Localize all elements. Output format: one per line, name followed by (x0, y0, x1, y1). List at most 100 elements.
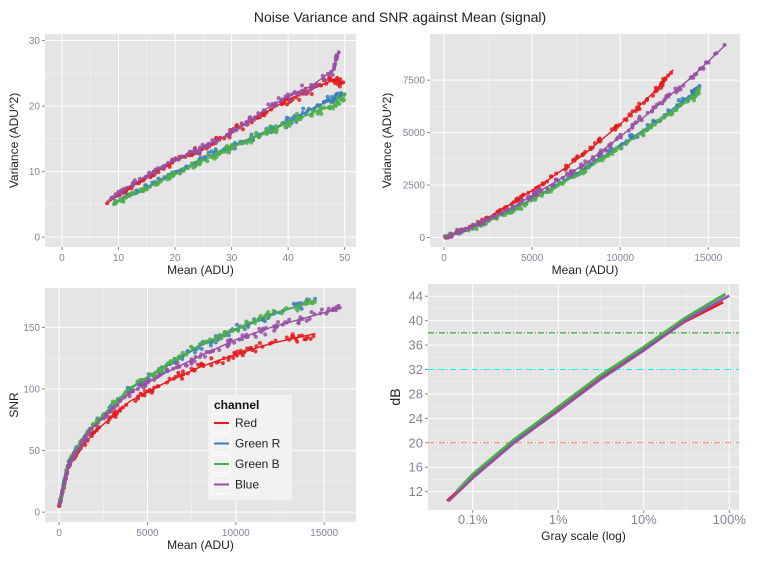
y-tick-label: 16 (409, 460, 423, 475)
data-point (231, 355, 236, 360)
series-line (443, 43, 727, 239)
data-point (231, 142, 236, 147)
data-point (308, 336, 313, 341)
x-tick-label: 30 (226, 253, 238, 264)
data-point (291, 301, 296, 306)
y-tick-label: 50 (29, 446, 41, 457)
data-point (302, 91, 307, 96)
data-point (248, 115, 253, 120)
data-point (132, 178, 137, 183)
x-axis-label: Mean (ADU) (167, 263, 234, 277)
series-line (447, 294, 730, 503)
data-point (283, 125, 288, 130)
data-point (127, 394, 132, 399)
data-point (294, 306, 299, 311)
series-line (58, 307, 343, 507)
data-point (253, 349, 258, 354)
data-point (266, 102, 271, 107)
data-point (307, 297, 312, 302)
x-tick-label: 0.1% (458, 512, 488, 527)
data-point (575, 154, 580, 159)
data-point (232, 340, 237, 345)
data-point (209, 356, 214, 361)
data-point (225, 344, 230, 349)
data-point (202, 354, 207, 359)
legend-title: channel (214, 398, 259, 412)
y-tick-label: 0 (34, 233, 40, 244)
data-point (219, 336, 224, 341)
data-point (307, 316, 312, 321)
data-point (315, 82, 320, 87)
data-point (311, 334, 316, 339)
data-point (184, 363, 189, 368)
data-point (158, 369, 163, 374)
data-point (209, 363, 214, 368)
y-tick-label: 0 (34, 508, 40, 519)
data-point (263, 332, 268, 337)
x-tick-label: 15000 (694, 253, 722, 264)
data-point (206, 152, 211, 157)
data-point (189, 161, 194, 166)
data-point (676, 98, 681, 103)
data-point (257, 340, 262, 345)
y-tick-label: 36 (409, 338, 423, 353)
data-point (287, 317, 292, 322)
data-point (585, 163, 590, 168)
data-point (271, 308, 276, 313)
data-point (637, 107, 642, 112)
data-point (284, 115, 289, 120)
data-point (226, 357, 231, 362)
x-axis-label: Gray scale (log) (541, 529, 626, 543)
panel-3: 0 5000 10000 15000 0 50 100 150 Mean (ADU) SNR (7, 288, 356, 552)
data-point (220, 361, 225, 366)
data-point (192, 350, 197, 355)
data-point (240, 127, 245, 132)
data-point (199, 346, 204, 351)
data-point (253, 334, 258, 339)
data-point (335, 91, 340, 96)
data-point (275, 320, 280, 325)
data-point (276, 96, 281, 101)
data-point (113, 414, 118, 419)
y-tick-label: 7500 (403, 76, 426, 87)
data-point (319, 307, 324, 312)
y-tick-label: 10 (29, 167, 41, 178)
data-point (149, 390, 154, 395)
y-axis-label: Variance (ADU^2) (7, 93, 21, 188)
y-tick-label: 150 (23, 323, 40, 334)
legend-label: Blue (235, 478, 259, 492)
y-tick-label: 44 (409, 289, 423, 304)
data-point (235, 349, 240, 354)
data-layer (105, 50, 347, 207)
data-point (303, 337, 308, 342)
data-point (313, 296, 318, 301)
plot-background (430, 34, 740, 247)
y-tick-label: 24 (409, 411, 423, 426)
data-point (217, 347, 222, 352)
data-point (304, 318, 309, 323)
x-tick-label: 15000 (310, 528, 338, 539)
data-point (295, 339, 300, 344)
data-point (294, 111, 299, 116)
data-point (208, 343, 213, 348)
data-point (210, 138, 215, 143)
data-point (196, 362, 201, 367)
x-tick-label: 10000 (222, 528, 250, 539)
data-point (133, 399, 138, 404)
data-point (234, 322, 239, 327)
data-point (315, 111, 320, 116)
data-point (284, 335, 289, 340)
data-layer (446, 292, 730, 503)
x-tick-label: 0 (56, 528, 62, 539)
data-point (180, 376, 185, 381)
chart-title: Noise Variance and SNR against Mean (sig… (254, 9, 546, 25)
y-tick-label: 20 (409, 435, 423, 450)
data-point (213, 339, 218, 344)
x-tick-label: 1% (549, 512, 568, 527)
data-point (637, 114, 642, 119)
data-point (342, 92, 347, 97)
series-line (112, 95, 346, 206)
y-axis-label: dB (387, 388, 403, 405)
x-tick-label: 10 (113, 253, 125, 264)
